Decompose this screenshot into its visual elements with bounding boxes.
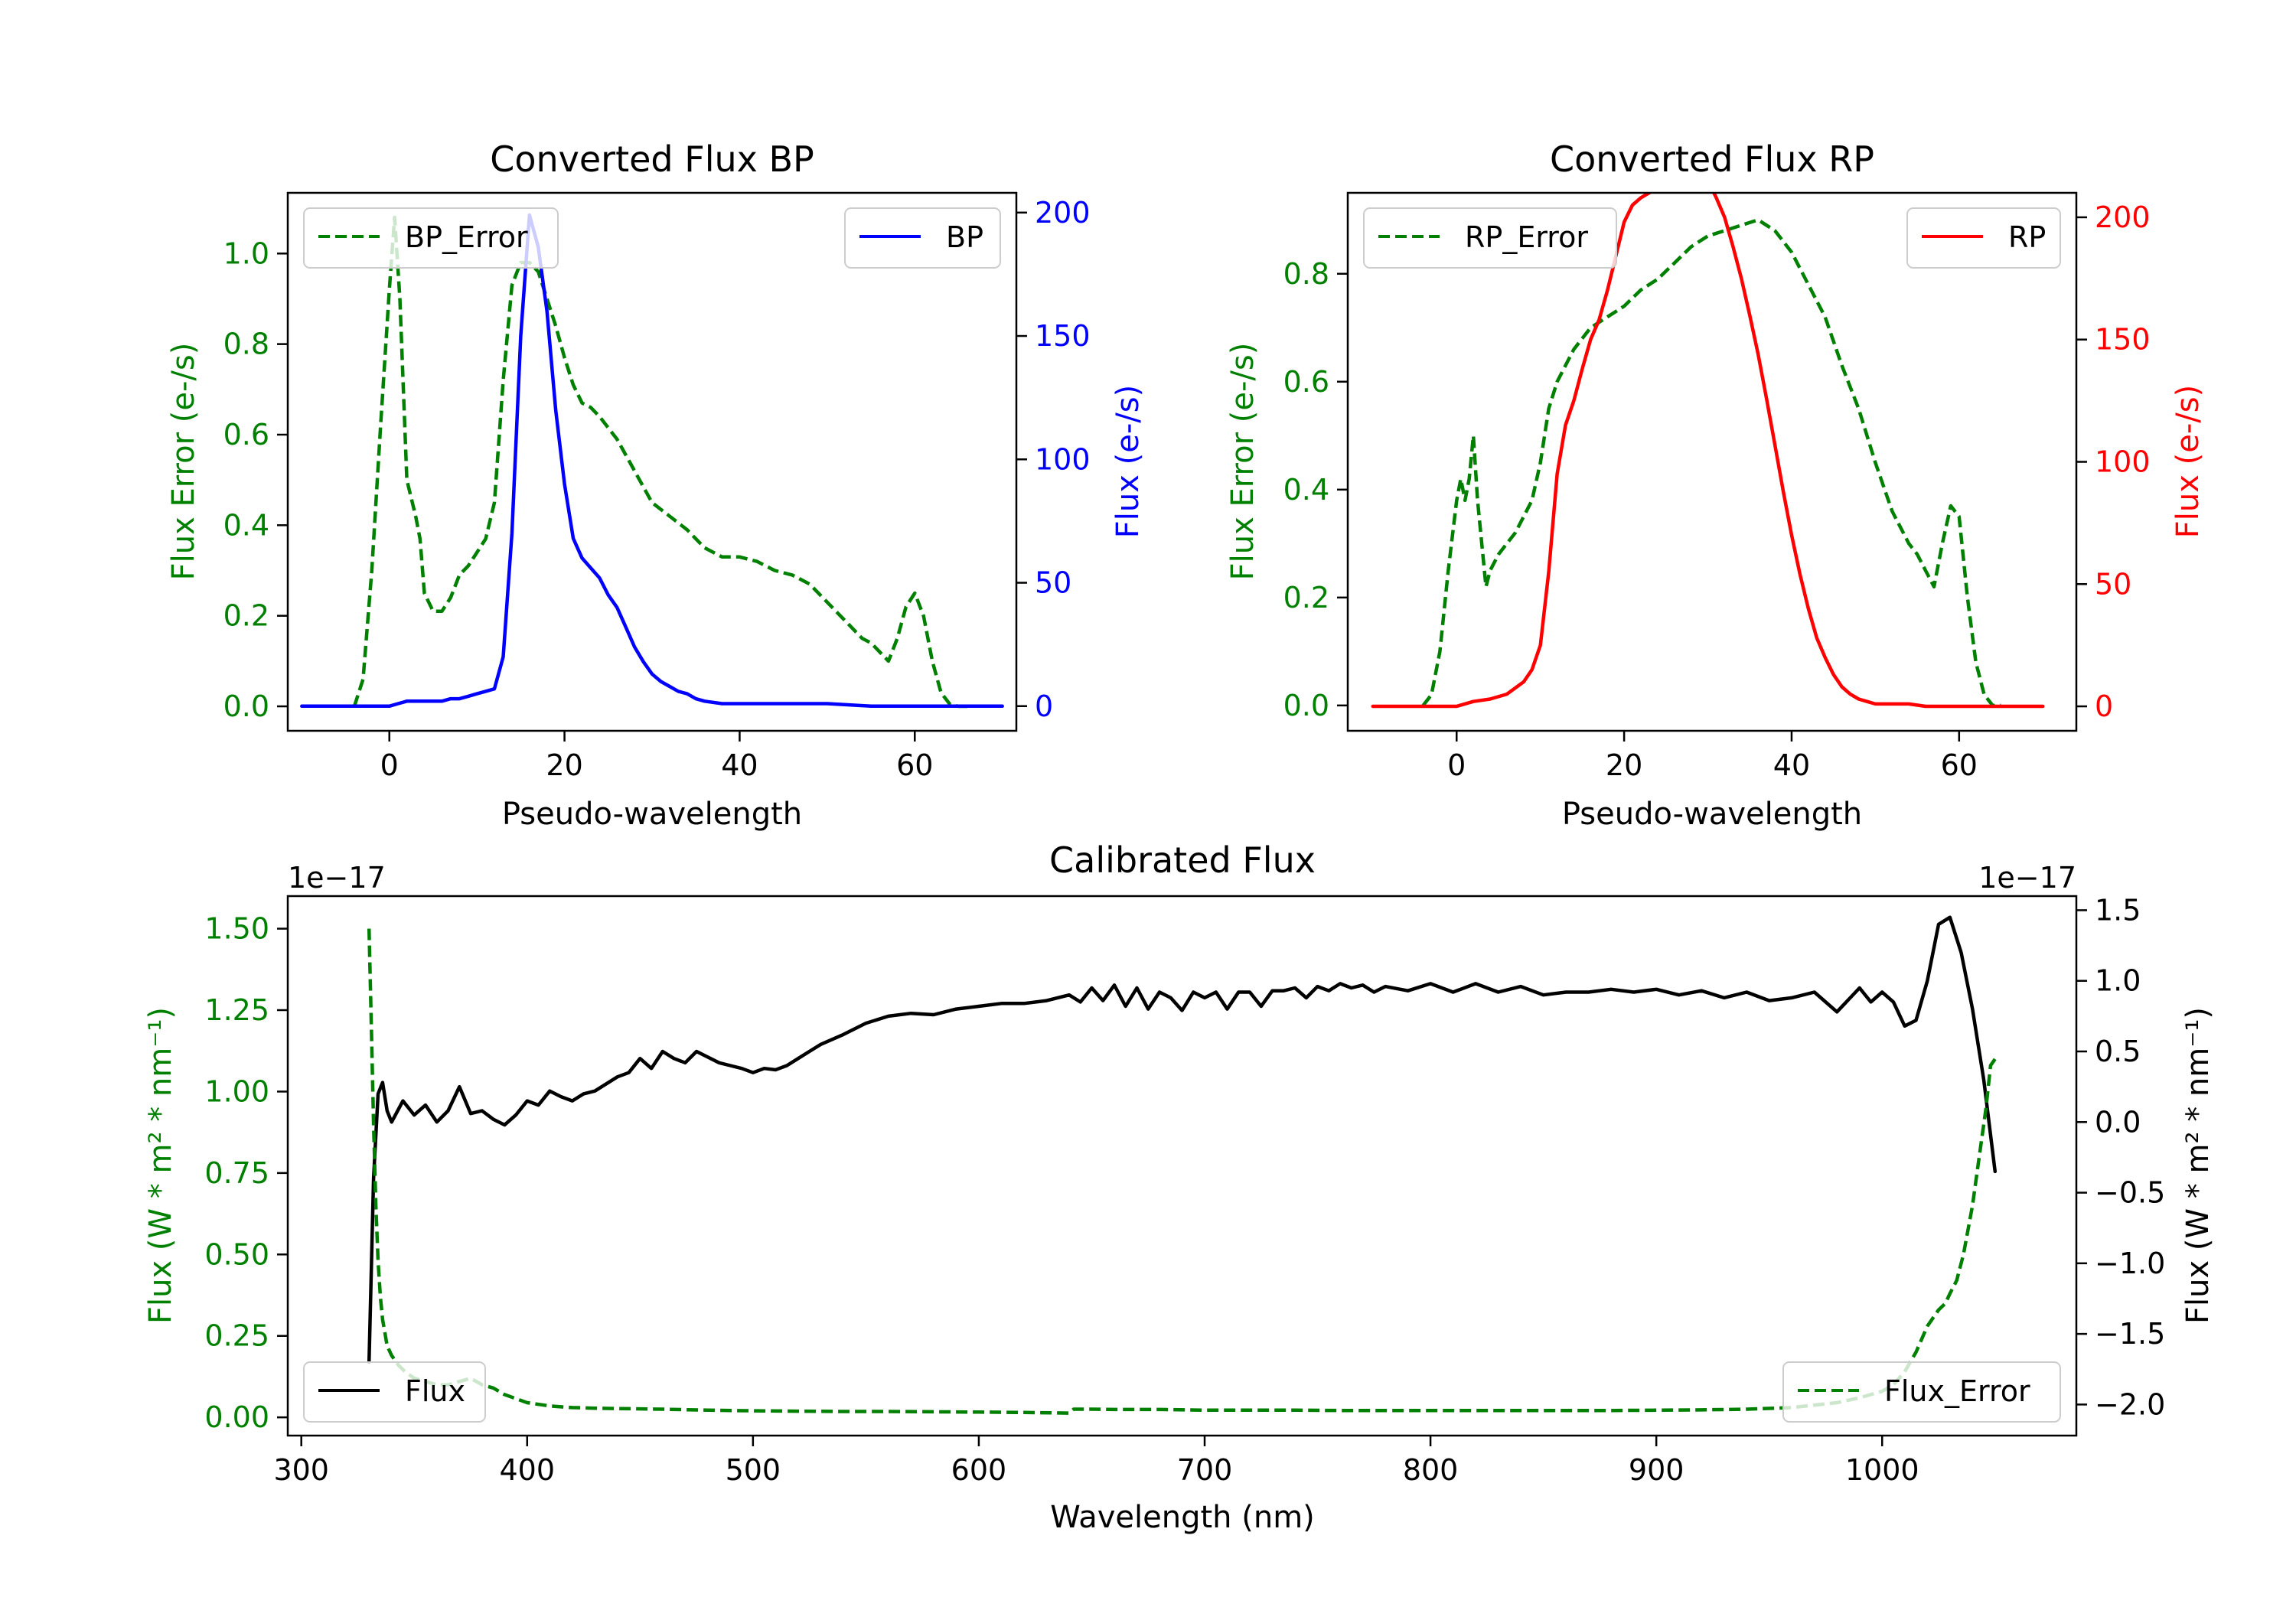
bp-left-y-tick-label: 0.2 bbox=[223, 599, 269, 633]
calibrated-right-y-tick-label: −1.5 bbox=[2095, 1317, 2165, 1351]
rp-legend-error-label: RP_Error bbox=[1465, 220, 1588, 254]
calibrated-x-tick-label: 500 bbox=[726, 1453, 781, 1487]
rp-right-y-tick-label: 200 bbox=[2095, 200, 2151, 234]
bp-left-y-tick-label: 0.6 bbox=[223, 418, 269, 451]
calibrated-right-y-tick-label: −1.0 bbox=[2095, 1247, 2165, 1280]
bp-right-axis-label: Flux (e-/s) bbox=[1110, 385, 1146, 538]
rp-right-y-tick-label: 0 bbox=[2095, 689, 2113, 723]
bp-legend-error-label: BP_Error bbox=[405, 220, 528, 254]
calibrated-plot-frame bbox=[286, 895, 2078, 1437]
calibrated-x-tick-label: 700 bbox=[1177, 1453, 1233, 1487]
rp-right-axis-label: Flux (e-/s) bbox=[2170, 385, 2206, 538]
rp-legend-right: RP bbox=[1906, 207, 2061, 269]
rp-left-y-tick-label: 0.2 bbox=[1283, 581, 1329, 614]
calibrated-right-y-tick-label: 0.5 bbox=[2095, 1035, 2141, 1068]
bp-series-bp bbox=[300, 213, 1004, 709]
calibrated-left-y-tick-label: 1.00 bbox=[204, 1074, 269, 1108]
calibrated-x-axis-label: Wavelength (nm) bbox=[1050, 1500, 1315, 1535]
calibrated-x-tick-label: 400 bbox=[500, 1453, 556, 1487]
calibrated-left-y-tick-label: 0.00 bbox=[204, 1400, 269, 1434]
calibrated-left-y-tick-label: 1.25 bbox=[204, 993, 269, 1027]
rp-ticks-layer: 0 20 40 60 0.0 0.2 0.4 0.6 0.8 0 50 100 150 200 bbox=[1283, 200, 2151, 782]
calibrated-chart-title: Calibrated Flux bbox=[1049, 839, 1316, 881]
bp-right-y-tick-label: 50 bbox=[1035, 566, 1071, 600]
calibrated-x-tick-label: 1000 bbox=[1845, 1453, 1919, 1487]
bp-legend-flux-label: BP bbox=[946, 220, 983, 254]
rp-panel: Converted Flux RP 0 20 40 60 0.0 0.2 0.4 0.6 0.8… bbox=[1225, 139, 2206, 832]
calibrated-left-y-tick-label: 1.50 bbox=[204, 912, 269, 946]
rp-right-y-tick-label: 50 bbox=[2095, 567, 2131, 601]
rp-x-tick-label: 0 bbox=[1447, 748, 1466, 782]
calibrated-left-offset-label: 1e−17 bbox=[288, 861, 386, 895]
bp-left-y-tick-label: 1.0 bbox=[223, 236, 269, 270]
rp-legend-left: RP_Error bbox=[1363, 207, 1617, 269]
calibrated-x-tick-label: 600 bbox=[951, 1453, 1007, 1487]
bp-plot-frame bbox=[286, 191, 1018, 732]
bp-right-y-tick-label: 150 bbox=[1035, 319, 1091, 353]
bp-x-tick-label: 20 bbox=[546, 748, 582, 782]
bp-left-y-tick-label: 0.0 bbox=[223, 689, 269, 723]
bp-left-y-tick-label: 0.4 bbox=[223, 508, 269, 542]
calibrated-legend-left: Flux bbox=[303, 1361, 486, 1423]
rp-series-rp bbox=[1371, 193, 2045, 709]
rp-left-y-tick-label: 0.4 bbox=[1283, 473, 1329, 507]
bp-right-y-tick-label: 100 bbox=[1035, 442, 1091, 476]
rp-series-rp-error bbox=[1421, 218, 2001, 708]
rp-x-axis-label: Pseudo-wavelength bbox=[1562, 797, 1862, 832]
calibrated-x-tick-label: 800 bbox=[1403, 1453, 1459, 1487]
calibrated-x-tick-label: 300 bbox=[273, 1453, 329, 1487]
rp-right-y-tick-label: 150 bbox=[2095, 323, 2151, 357]
rp-left-y-tick-label: 0.6 bbox=[1283, 365, 1329, 399]
rp-x-tick-label: 60 bbox=[1941, 748, 1978, 782]
bp-panel: Converted Flux BP 0 20 40 60 0.0 0.2 0.4 0.6 0.8… bbox=[166, 139, 1146, 832]
bp-series-bp-error bbox=[352, 215, 967, 709]
bp-series-layer bbox=[300, 213, 1004, 709]
calibrated-right-y-tick-label: −0.5 bbox=[2095, 1176, 2165, 1210]
calibrated-left-axis-label: Flux (W * m² * nm⁻¹) bbox=[143, 1007, 178, 1324]
calibrated-right-offset-label: 1e−17 bbox=[1978, 861, 2076, 895]
calibrated-right-y-tick-label: 1.5 bbox=[2095, 893, 2141, 927]
bp-x-tick-label: 60 bbox=[896, 748, 933, 782]
calibrated-x-tick-label: 900 bbox=[1629, 1453, 1684, 1487]
rp-left-y-tick-label: 0.0 bbox=[1283, 689, 1329, 722]
calibrated-legend-right: Flux_Error bbox=[1782, 1361, 2061, 1423]
bp-x-tick-label: 40 bbox=[721, 748, 758, 782]
rp-series-layer bbox=[1371, 193, 2045, 709]
bp-chart-title: Converted Flux BP bbox=[490, 139, 814, 180]
calibrated-right-y-tick-label: −2.0 bbox=[2095, 1387, 2165, 1421]
bp-ticks-layer: 0 20 40 60 0.0 0.2 0.4 0.6 0.8 1.0 0 50 100 150 200 bbox=[223, 196, 1091, 782]
bp-legend-left: BP_Error bbox=[303, 207, 559, 269]
calibrated-left-y-tick-label: 0.25 bbox=[204, 1319, 269, 1353]
rp-legend-flux-label: RP bbox=[2008, 220, 2046, 254]
rp-left-y-tick-label: 0.8 bbox=[1283, 257, 1329, 291]
rp-x-tick-label: 40 bbox=[1773, 748, 1810, 782]
rp-right-y-tick-label: 100 bbox=[2095, 445, 2151, 479]
calibrated-left-y-tick-label: 0.75 bbox=[204, 1156, 269, 1190]
calibrated-legend-flux-label: Flux bbox=[405, 1374, 465, 1408]
calibrated-legend-error-label: Flux_Error bbox=[1884, 1374, 2030, 1408]
rp-x-tick-label: 20 bbox=[1606, 748, 1642, 782]
calibrated-panel: Calibrated Flux 1e−17 1e−17 300 400 500 600… bbox=[143, 839, 2216, 1535]
calibrated-series-flux bbox=[367, 915, 1998, 1364]
rp-left-axis-label: Flux Error (e-/s) bbox=[1225, 343, 1261, 581]
calibrated-ticks-layer: 300 400 500 600 700 800 900 1000 0.00 0.25 0.50 0.7… bbox=[204, 893, 2165, 1487]
rp-chart-title: Converted Flux RP bbox=[1550, 139, 1874, 180]
bp-x-axis-label: Pseudo-wavelength bbox=[502, 797, 802, 832]
calibrated-right-axis-label: Flux (W * m² * nm⁻¹) bbox=[2180, 1007, 2216, 1324]
bp-right-y-tick-label: 200 bbox=[1035, 196, 1091, 230]
bp-left-y-tick-label: 0.8 bbox=[223, 328, 269, 361]
bp-legend-right: BP bbox=[844, 207, 1001, 269]
calibrated-left-y-tick-label: 0.50 bbox=[204, 1237, 269, 1271]
calibrated-right-y-tick-label: 1.0 bbox=[2095, 964, 2141, 998]
bp-left-axis-label: Flux Error (e-/s) bbox=[166, 343, 201, 581]
bp-x-tick-label: 0 bbox=[380, 748, 399, 782]
bp-right-y-tick-label: 0 bbox=[1035, 689, 1053, 723]
calibrated-right-y-tick-label: 0.0 bbox=[2095, 1105, 2141, 1139]
